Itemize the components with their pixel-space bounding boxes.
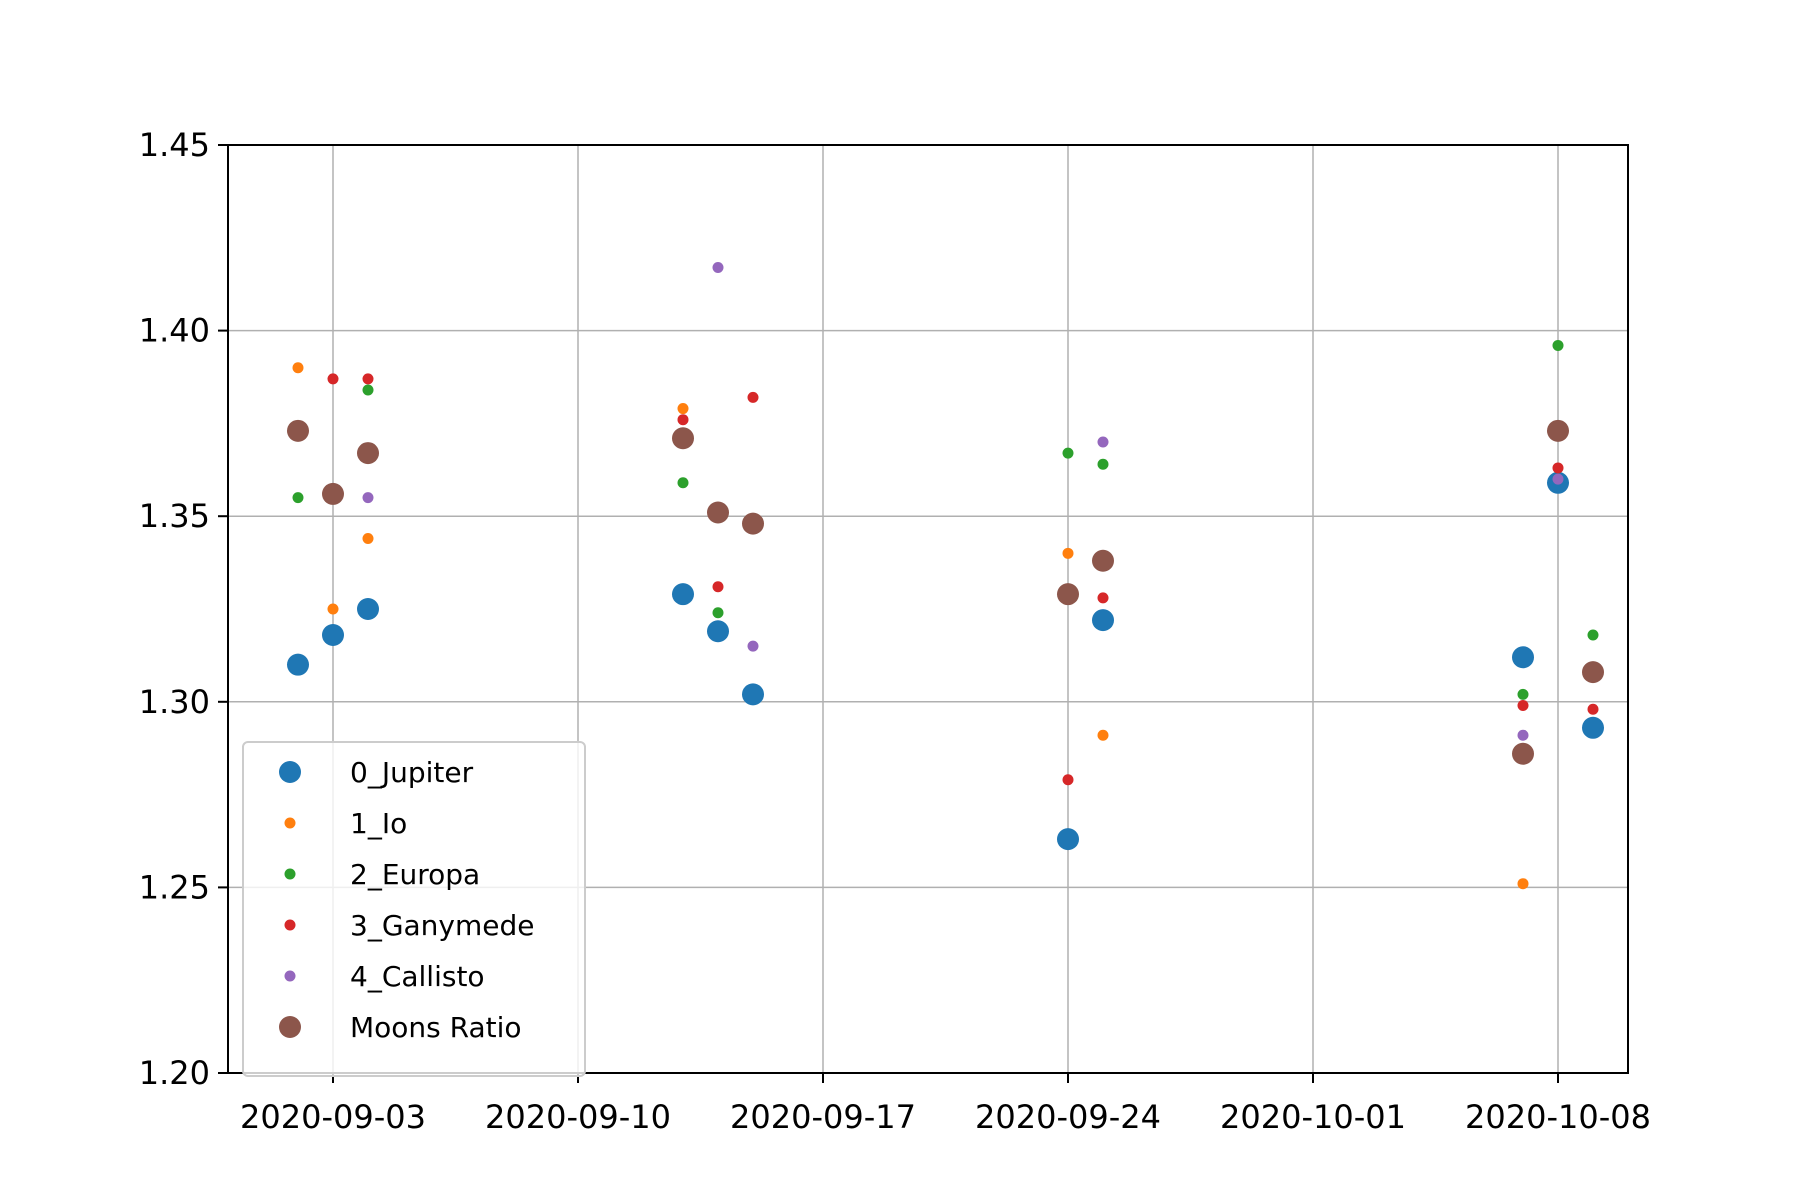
x-tick-label: 2020-09-10 — [485, 1098, 671, 1136]
legend-label-moons-ratio: Moons Ratio — [350, 1011, 522, 1044]
point-1-io — [677, 403, 689, 415]
point-0-jupiter — [1057, 828, 1079, 851]
point-0-jupiter — [287, 653, 309, 676]
legend-label-2-europa: 2_Europa — [350, 858, 480, 891]
point-3-ganymede — [1587, 703, 1599, 715]
point-1-io — [327, 603, 339, 615]
plot-frame — [227, 144, 1629, 1074]
point-0-jupiter — [322, 623, 344, 646]
point-4-callisto — [1517, 729, 1529, 741]
point-2-europa — [1517, 688, 1529, 700]
y-tick-label: 1.45 — [139, 126, 210, 164]
legend-marker-4-callisto — [284, 970, 296, 982]
point-moons-ratio — [357, 442, 379, 465]
y-tick-label: 1.40 — [139, 312, 210, 350]
legend-marker-0-jupiter — [279, 761, 301, 783]
x-tick-label: 2020-10-08 — [1465, 1098, 1651, 1136]
point-moons-ratio — [1092, 549, 1114, 572]
legend-marker-3-ganymede — [284, 919, 296, 931]
point-3-ganymede — [327, 373, 339, 385]
point-moons-ratio — [707, 501, 729, 524]
point-0-jupiter — [1582, 716, 1604, 739]
point-moons-ratio — [1057, 583, 1079, 606]
legend-label-1-io: 1_Io — [350, 807, 407, 840]
point-0-jupiter — [1092, 609, 1114, 632]
point-2-europa — [1587, 629, 1599, 641]
x-tick-label: 2020-09-17 — [730, 1098, 916, 1136]
legend-label-0-jupiter: 0_Jupiter — [350, 756, 474, 789]
x-tick-label: 2020-09-24 — [975, 1098, 1161, 1136]
point-2-europa — [712, 607, 724, 619]
legend-marker-2-europa — [284, 868, 296, 880]
point-moons-ratio — [1582, 661, 1604, 684]
point-0-jupiter — [742, 683, 764, 706]
legend: 0_Jupiter 1_Io 2_Europa 3_Ganymede 4_Callist… — [242, 741, 586, 1077]
point-0-jupiter — [672, 583, 694, 606]
point-3-ganymede — [1062, 774, 1074, 786]
point-4-callisto — [1552, 473, 1564, 485]
point-2-europa — [677, 477, 689, 489]
legend-label-3-ganymede: 3_Ganymede — [350, 909, 535, 942]
point-2-europa — [1062, 447, 1074, 459]
x-tick-label: 2020-09-03 — [240, 1098, 426, 1136]
point-0-jupiter — [357, 598, 379, 620]
point-3-ganymede — [1097, 592, 1109, 604]
point-1-io — [1097, 729, 1109, 741]
point-3-ganymede — [1552, 462, 1564, 474]
y-tick-label: 1.30 — [139, 683, 210, 721]
point-1-io — [1517, 878, 1529, 890]
point-4-callisto — [1097, 436, 1109, 448]
point-moons-ratio — [1547, 419, 1569, 442]
y-tick-label: 1.35 — [139, 497, 210, 535]
data-points — [287, 261, 1604, 890]
point-0-jupiter — [707, 620, 729, 643]
legend-marker-moons-ratio — [279, 1016, 301, 1038]
point-4-callisto — [712, 261, 724, 273]
point-4-callisto — [747, 640, 759, 652]
point-moons-ratio — [322, 482, 344, 505]
point-2-europa — [1552, 339, 1564, 351]
y-tick-label: 1.25 — [139, 868, 210, 906]
point-moons-ratio — [742, 512, 764, 535]
legend-marker-1-io — [284, 817, 296, 829]
point-3-ganymede — [712, 581, 724, 593]
point-1-io — [292, 362, 304, 374]
x-tick-label: 2020-10-01 — [1220, 1098, 1406, 1136]
y-tick-label: 1.20 — [139, 1054, 210, 1092]
point-3-ganymede — [747, 391, 759, 403]
point-1-io — [362, 532, 374, 544]
point-0-jupiter — [1512, 646, 1534, 669]
legend-box — [242, 741, 586, 1077]
point-3-ganymede — [362, 373, 374, 385]
point-moons-ratio — [1512, 742, 1534, 765]
point-3-ganymede — [1517, 700, 1529, 712]
point-2-europa — [292, 492, 304, 504]
point-4-callisto — [362, 492, 374, 504]
axis-ticks: 2020-09-03 2020-09-10 2020-09-17 2020-09-24… — [139, 126, 1651, 1136]
point-3-ganymede — [677, 414, 689, 426]
point-2-europa — [1097, 458, 1109, 470]
point-moons-ratio — [287, 419, 309, 442]
legend-label-4-callisto: 4_Callisto — [350, 960, 485, 993]
point-2-europa — [362, 384, 374, 396]
point-moons-ratio — [672, 427, 694, 450]
point-1-io — [1062, 547, 1074, 559]
